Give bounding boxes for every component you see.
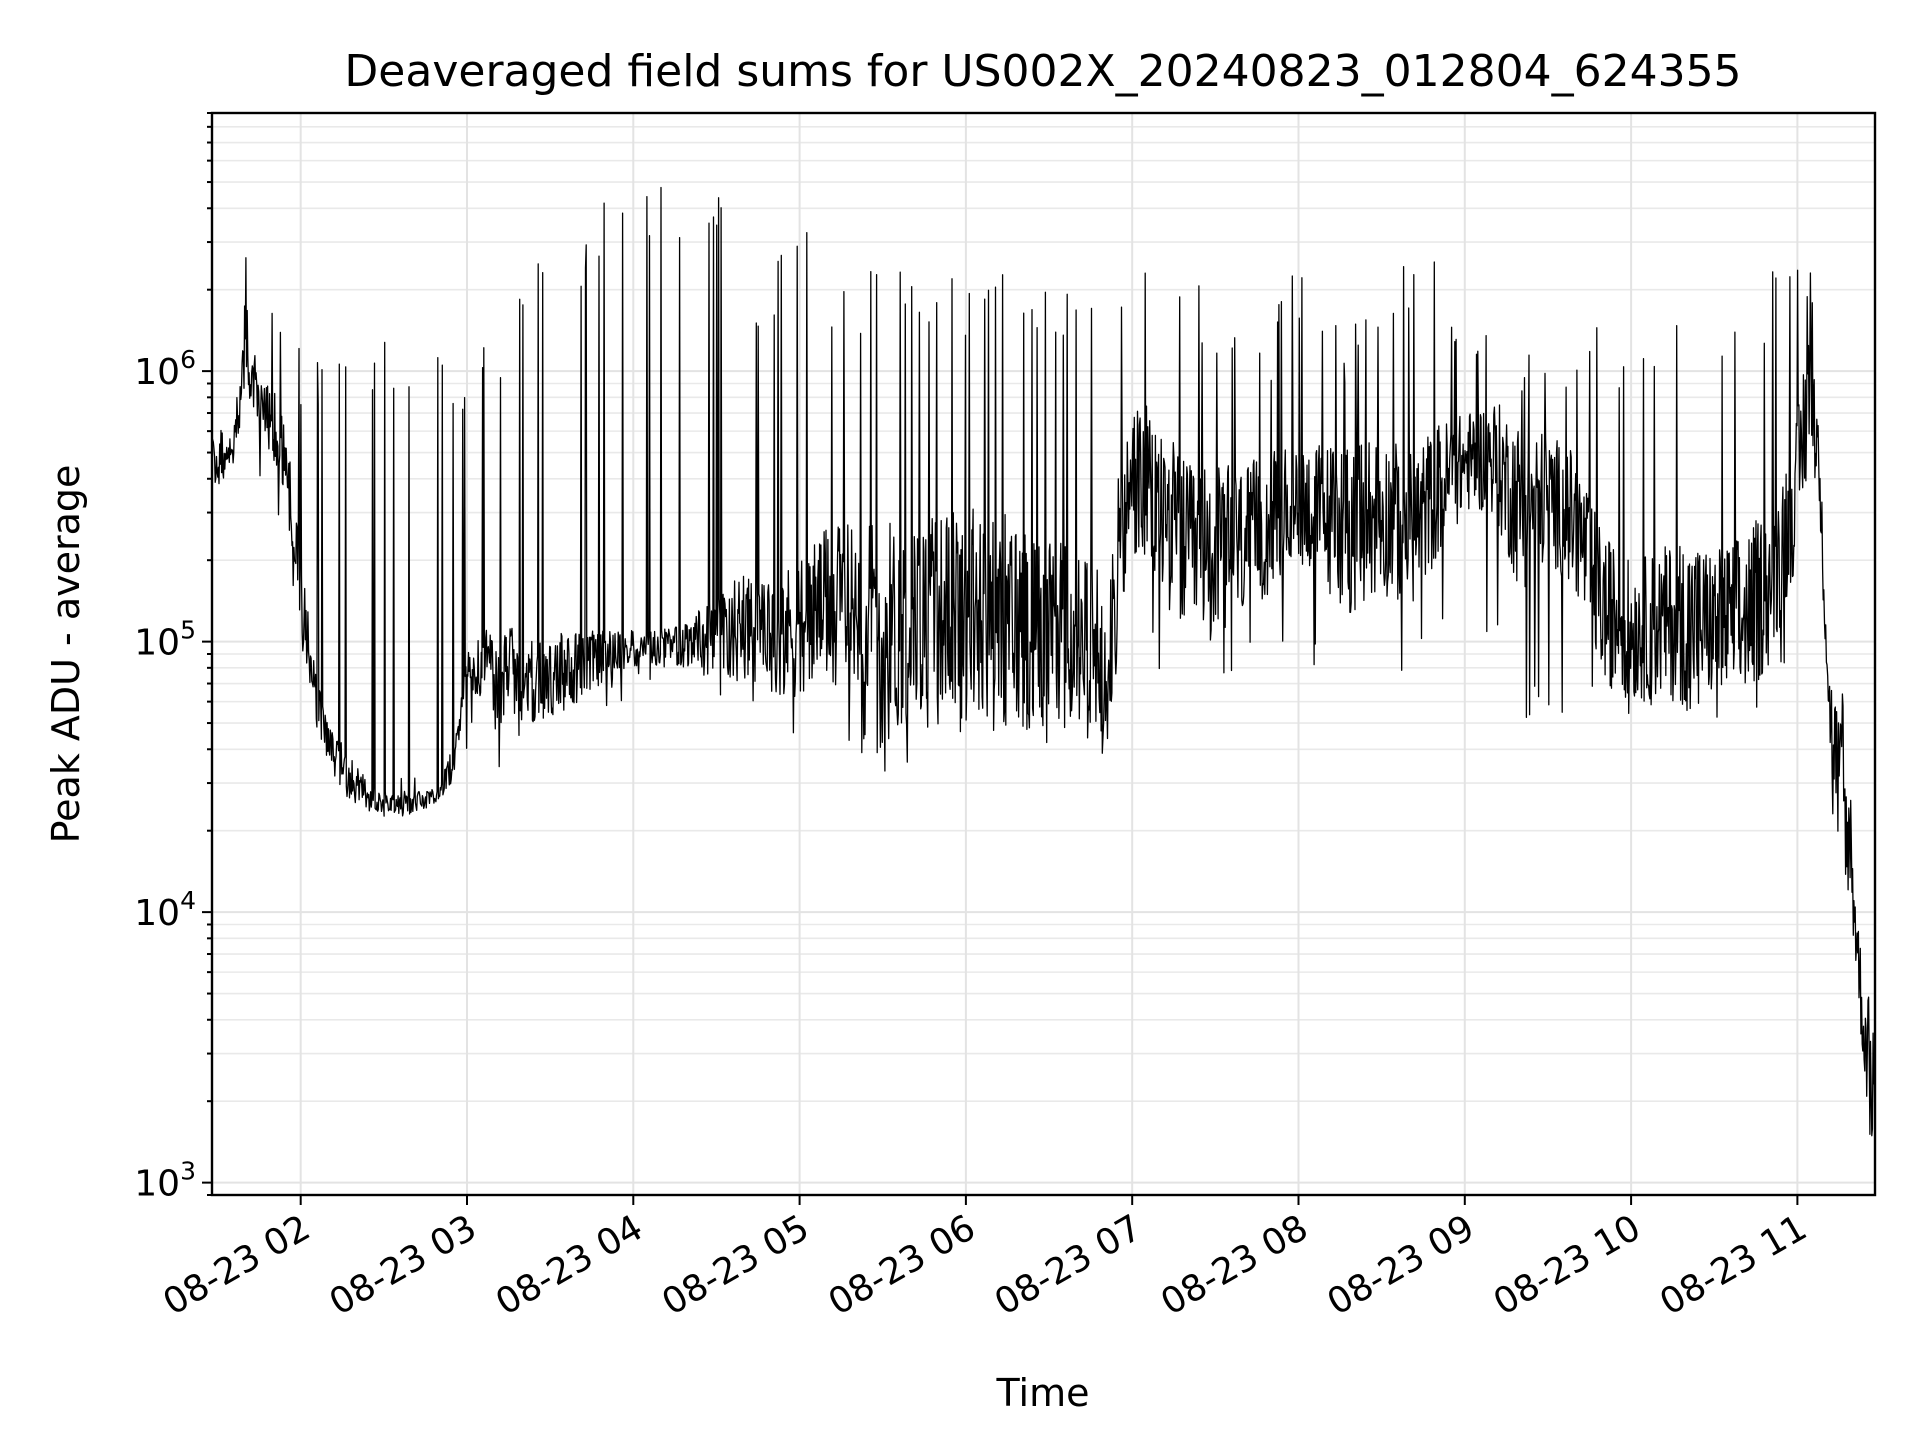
- series-line: [211, 186, 1876, 1137]
- y-axis: 103 104 105 106: [134, 112, 212, 1205]
- grid-lines: [212, 112, 1875, 1196]
- chart-title: Deaveraged field sums for US002X_2024082…: [344, 46, 1741, 97]
- y-tick-label: 106: [134, 345, 196, 393]
- x-axis-label: Time: [996, 1371, 1090, 1415]
- y-tick-label: 105: [134, 616, 196, 664]
- y-axis-label: Peak ADU - average: [44, 465, 88, 844]
- y-tick-label: 103: [134, 1157, 196, 1205]
- series-layer: [211, 186, 1876, 1137]
- y-tick-label: 104: [134, 886, 196, 934]
